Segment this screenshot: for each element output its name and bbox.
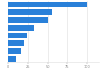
Bar (8, 33, 27, 38)
Bar (8, 9, 52, 15)
Bar (8, 56, 16, 61)
Bar (8, 17, 48, 23)
Bar (8, 25, 34, 31)
Bar (8, 2, 87, 7)
Bar (8, 40, 24, 46)
Bar (8, 48, 22, 54)
